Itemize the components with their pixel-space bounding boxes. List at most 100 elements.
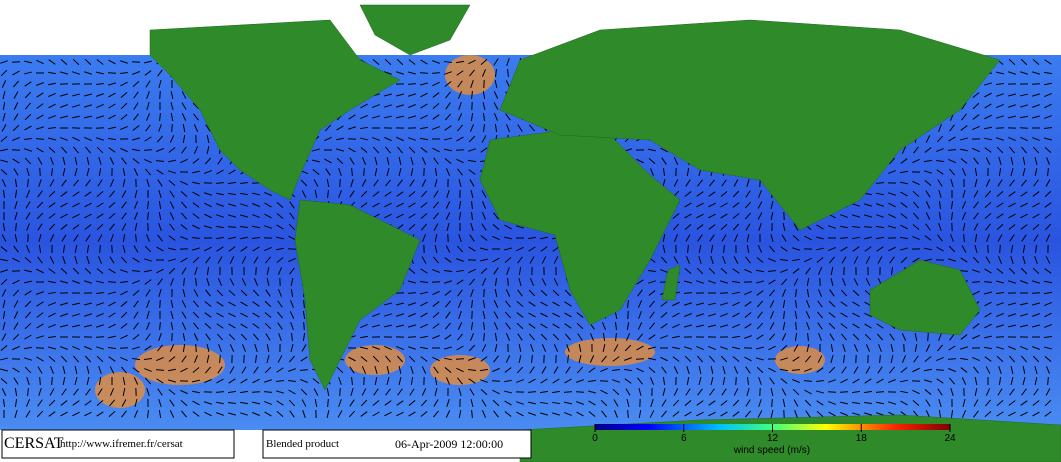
wind-arrow: [419, 335, 429, 339]
wind-arrow: [147, 211, 149, 221]
wind-arrow: [12, 345, 20, 351]
wind-arrow: [204, 246, 212, 252]
wind-arrow: [876, 214, 884, 218]
wind-arrow: [695, 324, 705, 328]
wind-arrow: [252, 214, 260, 218]
wind-arrow: [107, 137, 117, 141]
wind-arrow: [648, 280, 656, 284]
wind-arrow: [60, 93, 68, 97]
wind-arrow: [890, 354, 894, 364]
wind-arrow: [828, 312, 836, 318]
wind-arrow: [251, 401, 261, 405]
wind-arrow: [2, 310, 6, 320]
wind-arrow: [864, 214, 872, 218]
wind-arrow: [636, 345, 644, 351]
wind-arrow: [158, 80, 162, 88]
wind-arrow: [1032, 324, 1040, 328]
wind-arrow: [840, 301, 848, 307]
wind-arrow: [1032, 115, 1040, 119]
wind-arrow: [482, 321, 486, 331]
wind-arrow: [564, 301, 572, 307]
wind-arrow: [708, 267, 716, 275]
wind-arrow: [708, 313, 716, 317]
wind-arrow: [276, 213, 284, 219]
wind-arrow: [732, 301, 740, 307]
wind-arrow: [24, 81, 32, 87]
wind-arrow: [275, 236, 285, 240]
wind-arrow: [745, 190, 751, 198]
wind-arrow: [108, 92, 116, 98]
wind-arrow: [408, 59, 416, 65]
wind-arrow: [62, 156, 66, 166]
wind-arrow: [146, 179, 150, 187]
wind-arrow: [158, 333, 162, 341]
wind-arrow: [995, 336, 1005, 338]
wind-arrow: [852, 214, 860, 218]
wind-arrow: [303, 299, 305, 309]
wind-arrow: [984, 202, 992, 208]
wind-arrow: [516, 246, 524, 252]
wind-arrow: [1, 80, 7, 88]
colorbar-tick-label: 18: [856, 433, 868, 444]
wind-arrow: [972, 269, 980, 273]
wind-arrow: [468, 59, 476, 65]
wind-arrow: [385, 146, 391, 154]
wind-arrow: [732, 190, 740, 198]
wind-arrow: [600, 399, 608, 407]
wind-arrow: [1019, 302, 1029, 306]
wind-arrow: [1044, 137, 1052, 141]
wind-arrow: [1031, 83, 1041, 85]
wind-arrow: [815, 247, 825, 251]
wind-arrow: [146, 113, 150, 121]
wind-arrow: [0, 69, 8, 77]
wind-arrow: [1032, 411, 1040, 417]
wind-arrow: [458, 211, 462, 221]
wind-arrow: [564, 312, 572, 318]
south-america: [294, 199, 421, 391]
wind-arrow: [493, 113, 499, 121]
wind-arrow: [98, 366, 102, 374]
wind-arrow: [73, 355, 79, 363]
wind-arrow: [1043, 291, 1053, 295]
wind-arrow: [300, 379, 308, 383]
wind-arrow: [109, 157, 115, 165]
wind-arrow: [806, 322, 810, 330]
wind-arrow: [996, 346, 1004, 350]
wind-arrow: [479, 258, 489, 262]
wind-arrow: [204, 213, 212, 219]
wind-arrow: [265, 289, 271, 297]
wind-arrow: [120, 60, 128, 64]
wind-arrow: [408, 268, 416, 274]
wind-arrow: [744, 312, 752, 318]
wind-arrow: [925, 135, 931, 143]
wind-arrow: [13, 300, 19, 308]
wind-arrow: [781, 234, 787, 242]
wind-arrow: [624, 357, 632, 361]
wind-arrow: [938, 333, 942, 341]
wind-arrow: [420, 59, 428, 65]
wind-arrow: [792, 247, 800, 251]
wind-arrow: [12, 80, 20, 88]
wind-arrow: [503, 247, 513, 251]
wind-arrow: [481, 69, 487, 77]
wind-arrow: [732, 202, 740, 208]
wind-arrow: [1020, 411, 1028, 417]
wind-arrow: [852, 246, 860, 252]
wind-arrow: [61, 234, 67, 242]
wind-arrow: [1008, 280, 1016, 284]
wind-arrow: [421, 256, 427, 264]
wind-arrow: [445, 377, 451, 385]
wind-arrow: [492, 223, 500, 231]
wind-arrow: [1034, 244, 1038, 254]
wind-arrow: [900, 202, 908, 208]
wind-arrow: [133, 245, 139, 253]
wind-arrow: [338, 377, 342, 385]
wind-arrow: [73, 234, 79, 242]
wind-arrow: [949, 333, 955, 341]
wind-arrow: [470, 399, 474, 407]
wind-arrow: [50, 157, 54, 165]
wind-arrow: [290, 288, 294, 298]
wind-arrow: [504, 400, 512, 406]
wind-arrow: [770, 409, 774, 419]
wind-arrow: [828, 379, 836, 383]
